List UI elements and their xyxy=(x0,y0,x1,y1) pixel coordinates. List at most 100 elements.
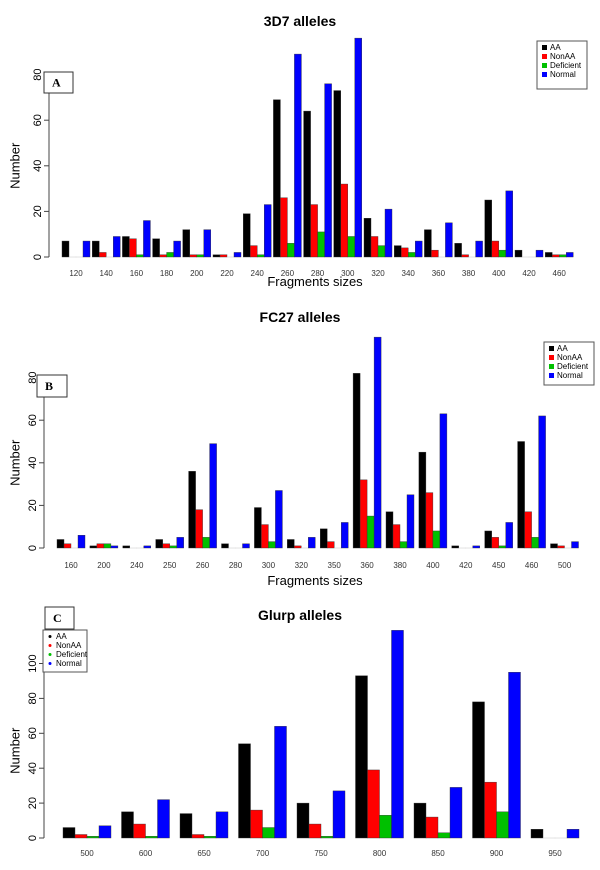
bar-deficient xyxy=(498,249,506,258)
x-tick-label: 360 xyxy=(432,269,446,278)
x-tick-label: 400 xyxy=(492,269,506,278)
bar-aa xyxy=(56,539,65,549)
bar-deficient xyxy=(166,252,174,258)
x-tick-label: 700 xyxy=(256,849,270,858)
panel-label: C xyxy=(53,611,62,625)
panel-label: A xyxy=(52,76,61,90)
bar-deficient xyxy=(262,827,275,839)
bar-normal xyxy=(535,249,544,258)
bar-aa xyxy=(333,90,341,258)
x-tick-label: 160 xyxy=(130,269,144,278)
bar-nonaa xyxy=(524,511,532,549)
bar-normal xyxy=(566,829,580,839)
y-tick-label: 0 xyxy=(27,545,39,551)
legend-label-nonaa: NonAA xyxy=(56,641,82,650)
bar-nonaa xyxy=(261,524,269,549)
bar-aa xyxy=(413,802,427,839)
chart-glurp-alleles: Glurp alleles 0 20 40 60 80 100 Number 500 600 650… xyxy=(7,606,580,858)
bar-nonaa xyxy=(294,545,302,549)
bar-normal xyxy=(274,726,287,839)
bar-aa xyxy=(385,511,394,549)
bar-deficient xyxy=(399,541,408,549)
bar-normal xyxy=(264,204,272,258)
legend-swatch-aa xyxy=(542,45,547,50)
bar-aa xyxy=(454,243,462,258)
y-tick-label: 40 xyxy=(27,457,39,469)
bar-normal xyxy=(415,240,423,258)
bar-aa xyxy=(62,827,76,839)
chart-3d7-alleles: 3D7 alleles 0 20 40 60 80 Number 120 140 160 180 20… xyxy=(7,13,588,289)
y-tick-label: 20 xyxy=(32,205,44,217)
bar-aa xyxy=(472,701,485,839)
bar-aa xyxy=(155,539,163,549)
bar-aa xyxy=(273,99,281,258)
bar-normal xyxy=(308,537,316,549)
bar-normal xyxy=(449,787,463,839)
chart-title: FC27 alleles xyxy=(260,309,341,325)
y-tick-label: 0 xyxy=(32,254,44,260)
y-axis-label: Number xyxy=(7,439,22,486)
x-tick-label: 400 xyxy=(426,561,440,570)
x-tick-label: 800 xyxy=(373,849,387,858)
bar-deficient xyxy=(86,836,100,839)
bar-normal xyxy=(324,83,332,258)
bar-aa xyxy=(121,811,134,839)
bar-nonaa xyxy=(327,541,335,549)
bar-deficient xyxy=(317,231,325,258)
bar-nonaa xyxy=(401,247,409,258)
bar-aa xyxy=(89,545,98,549)
bar-normal xyxy=(439,413,448,549)
legend-label-deficient: Deficient xyxy=(550,61,582,70)
bar-normal xyxy=(571,541,579,549)
y-tick-label: 20 xyxy=(27,797,39,809)
bar-normal xyxy=(209,443,217,549)
x-tick-label: 180 xyxy=(160,269,174,278)
y-tick-label: 80 xyxy=(27,692,39,704)
legend-label-normal: Normal xyxy=(550,70,576,79)
y-tick-label: 60 xyxy=(32,114,44,126)
bar-nonaa xyxy=(189,254,198,258)
bar-aa xyxy=(61,240,70,258)
x-tick-label: 320 xyxy=(371,269,385,278)
x-tick-label: 260 xyxy=(281,269,295,278)
bar-aa xyxy=(363,218,372,258)
bar-aa xyxy=(91,240,100,258)
bar-nonaa xyxy=(491,240,499,258)
y-tick-label: 20 xyxy=(27,499,39,511)
y-tick-label: 60 xyxy=(27,414,39,426)
x-tick-label: 500 xyxy=(80,849,94,858)
bar-aa xyxy=(451,545,459,549)
y-tick-label: 100 xyxy=(27,654,39,672)
bar-aa xyxy=(394,245,402,258)
bar-deficient xyxy=(203,836,217,839)
bar-normal xyxy=(445,222,453,258)
bar-normal xyxy=(384,208,393,258)
x-tick-label: 240 xyxy=(251,269,265,278)
legend-label-normal: Normal xyxy=(557,371,583,380)
x-tick-label: 380 xyxy=(393,561,407,570)
x-tick-label: 650 xyxy=(197,849,211,858)
panel-label-box xyxy=(36,374,68,398)
bar-nonaa xyxy=(484,781,497,839)
x-tick-label: 420 xyxy=(459,561,473,570)
bar-normal xyxy=(475,240,483,258)
bar-nonaa xyxy=(491,537,499,549)
bar-nonaa xyxy=(280,197,288,258)
bar-deficient xyxy=(377,245,386,258)
bar-aa xyxy=(352,373,361,549)
bar-aa xyxy=(550,543,558,549)
x-tick-label: 450 xyxy=(492,561,506,570)
bar-aa xyxy=(122,236,130,258)
legend-swatch-nonaa xyxy=(542,54,547,59)
chart-title: 3D7 alleles xyxy=(264,13,337,29)
x-tick-label: 200 xyxy=(97,561,111,570)
y-tick-label: 40 xyxy=(27,762,39,774)
bar-aa xyxy=(484,199,492,258)
bar-nonaa xyxy=(425,816,439,839)
panel-label: B xyxy=(45,379,53,393)
bar-normal xyxy=(143,220,151,258)
bar-deficient xyxy=(202,537,210,549)
bar-nonaa xyxy=(98,252,107,258)
x-tick-label: 360 xyxy=(360,561,374,570)
bar-deficient xyxy=(196,254,205,258)
